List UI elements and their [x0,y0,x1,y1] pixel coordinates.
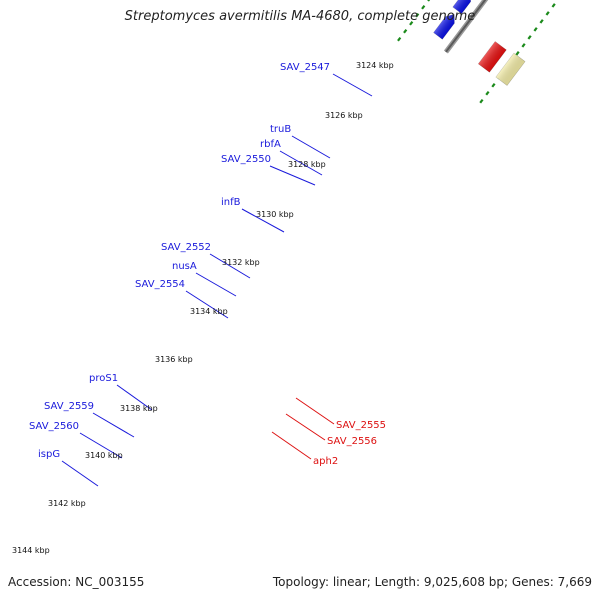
gene-far-yellow-shine [495,53,526,86]
gene-label-3[interactable]: SAV_2550 [221,154,271,165]
gene-label-13[interactable]: SAV_2556 [327,436,377,447]
tick-label-4: 3132 kbp [222,258,260,267]
gene-top-1 [433,14,455,40]
gene-top-2-shine [452,0,471,14]
track-dot [403,28,408,34]
leader-line-10 [79,432,123,459]
leader-line-8 [116,384,153,411]
track-dot [415,13,420,18]
tick-labels: 3124 kbp 3126 kbp 3128 kbp 3130 kbp 3132 kbp… [12,61,394,555]
backbone-core [445,0,487,53]
track-dot [527,35,532,40]
gene-features [433,0,526,86]
track-dot [421,5,426,10]
track-dot [545,11,550,16]
label-leader-lines [61,73,373,487]
leader-line-1 [291,135,331,159]
track-dot [515,51,520,56]
outer-dotted-track [397,0,431,42]
gene-label-7[interactable]: SAV_2554 [135,279,185,290]
leader-line-7 [185,290,229,319]
genome-stats-text: Topology: linear; Length: 9,025,608 bp; … [272,575,592,589]
gene-top-2 [452,0,471,15]
tick-label-0: 3124 kbp [356,61,394,70]
track-dot [551,3,556,8]
gene-labels: SAV_2547 truB rbfA SAV_2550 infB SAV_2552 nusA… [29,62,386,467]
tick-label-6: 3136 kbp [155,355,193,364]
leader-line-14 [271,431,312,460]
track-dot [397,36,402,42]
leader-line-5 [209,253,251,279]
track-dot [533,27,538,32]
leader-line-12 [295,397,335,425]
gene-label-12[interactable]: SAV_2555 [336,420,386,431]
leader-line-6 [195,272,237,297]
gene-label-11[interactable]: ispG [38,449,60,460]
track-dot [539,19,544,24]
track-dot [427,0,431,2]
leader-line-11 [61,460,99,487]
track-dot [485,90,490,96]
backbone-line [443,0,489,54]
tick-label-8: 3140 kbp [85,451,123,460]
gene-top-1-shine [433,14,455,40]
gene-label-9[interactable]: SAV_2559 [44,401,94,412]
gene-label-6[interactable]: nusA [172,261,197,272]
gene-far-red-shine [478,41,507,73]
leader-line-3 [269,165,316,186]
track-dot [491,82,496,88]
map-title: Streptomyces avermitilis MA-4680, comple… [124,9,476,24]
gene-label-2[interactable]: rbfA [260,139,281,150]
tick-label-7: 3138 kbp [120,404,158,413]
genome-backbone [443,0,489,54]
leader-line-2 [279,150,323,176]
gene-label-0[interactable]: SAV_2547 [280,62,330,73]
leader-line-9 [92,412,135,438]
gene-label-10[interactable]: SAV_2560 [29,421,79,432]
leader-line-13 [285,413,326,441]
track-dot [409,21,414,26]
gene-label-1[interactable]: truB [270,124,291,135]
accession-text: Accession: NC_003155 [8,575,145,589]
track-dot [521,43,526,48]
tick-label-1: 3126 kbp [325,111,363,120]
gene-label-4[interactable]: infB [221,197,241,208]
tick-label-3: 3130 kbp [256,210,294,219]
tick-label-10: 3144 kbp [12,546,50,555]
leader-line-0 [332,73,373,97]
gene-label-5[interactable]: SAV_2552 [161,242,211,253]
gene-far-yellow [495,52,526,86]
track-dot [479,98,484,104]
tick-label-2: 3128 kbp [288,160,326,169]
leader-line-4 [241,208,285,233]
gene-label-14[interactable]: aph2 [313,456,338,467]
gene-far-red [477,41,507,73]
tick-label-9: 3142 kbp [48,499,86,508]
tick-label-5: 3134 kbp [190,307,228,316]
gene-label-8[interactable]: proS1 [89,373,118,384]
